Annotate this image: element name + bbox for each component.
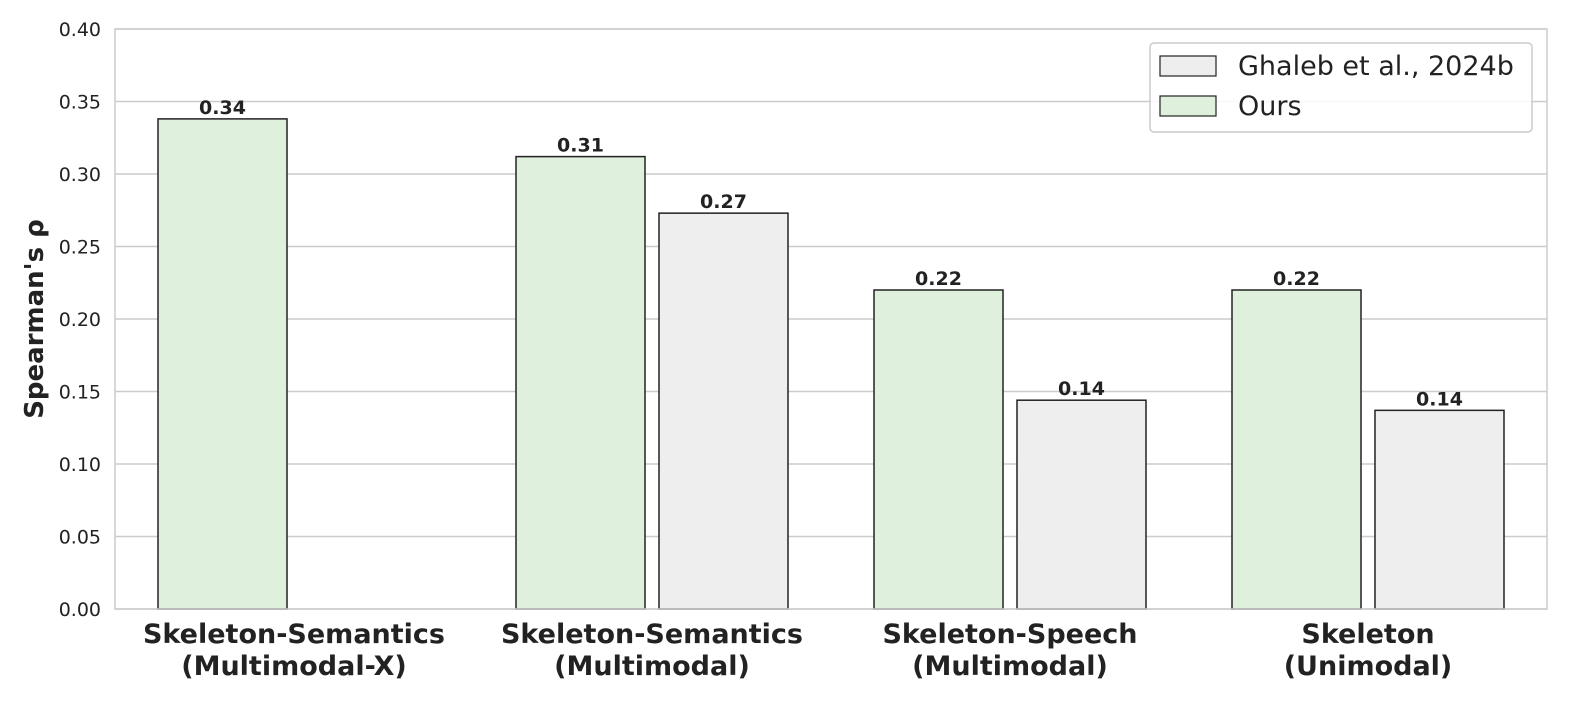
x-category-label: (Unimodal) xyxy=(1284,651,1453,682)
bar-value-label: 0.27 xyxy=(700,191,747,213)
bar xyxy=(515,155,646,610)
bar-value-label: 0.22 xyxy=(915,268,962,290)
bar xyxy=(1374,409,1505,610)
y-tick-label: 0.15 xyxy=(59,382,101,404)
y-tick-labels: 0.00 0.05 0.10 0.15 0.20 0.25 0.30 0.35 0.40 xyxy=(59,19,101,621)
x-category-label: Skeleton-Semantics xyxy=(143,619,445,650)
y-tick-label: 0.00 xyxy=(59,599,101,621)
bar xyxy=(157,118,288,610)
legend: Ghaleb et al., 2024b Ours xyxy=(1149,42,1533,133)
bar xyxy=(1231,289,1362,610)
bar-value-label: 0.22 xyxy=(1273,268,1320,290)
bar-value-label: 0.31 xyxy=(557,135,604,157)
bars xyxy=(157,118,1505,610)
bar xyxy=(658,212,789,610)
x-category-label: Skeleton-Semantics xyxy=(501,619,803,650)
y-tick-label: 0.40 xyxy=(59,19,101,41)
x-category-labels: Skeleton-Semantics(Multimodal-X)Skeleton… xyxy=(143,619,1452,682)
y-tick-label: 0.05 xyxy=(59,527,101,549)
legend-entry: Ours xyxy=(1238,91,1302,122)
legend-swatch xyxy=(1159,95,1217,117)
bar xyxy=(873,289,1004,610)
y-tick-label: 0.10 xyxy=(59,454,101,476)
x-category-label: Skeleton xyxy=(1301,619,1434,650)
bar-value-label: 0.14 xyxy=(1416,388,1463,410)
legend-entry: Ghaleb et al., 2024b xyxy=(1238,51,1514,82)
bar-value-label: 0.34 xyxy=(199,97,246,119)
x-category-label: (Multimodal) xyxy=(912,651,1108,682)
y-tick-label: 0.30 xyxy=(59,164,101,186)
plot-area-frame xyxy=(114,28,1548,610)
x-category-label: Skeleton-Speech xyxy=(882,619,1137,650)
y-tick-label: 0.35 xyxy=(59,92,101,114)
x-category-label: (Multimodal) xyxy=(554,651,750,682)
value-labels: 0.34 0.31 0.27 0.22 0.14 0.22 0.14 xyxy=(199,97,1463,410)
legend-swatch xyxy=(1159,55,1217,77)
y-tick-label: 0.25 xyxy=(59,237,101,259)
x-category-label: (Multimodal-X) xyxy=(181,651,407,682)
bar-value-label: 0.14 xyxy=(1058,378,1105,400)
bar xyxy=(1016,399,1147,610)
y-tick-label: 0.20 xyxy=(59,309,101,331)
legend-box xyxy=(1149,42,1533,133)
y-axis-title: Spearman's ρ xyxy=(20,219,50,419)
